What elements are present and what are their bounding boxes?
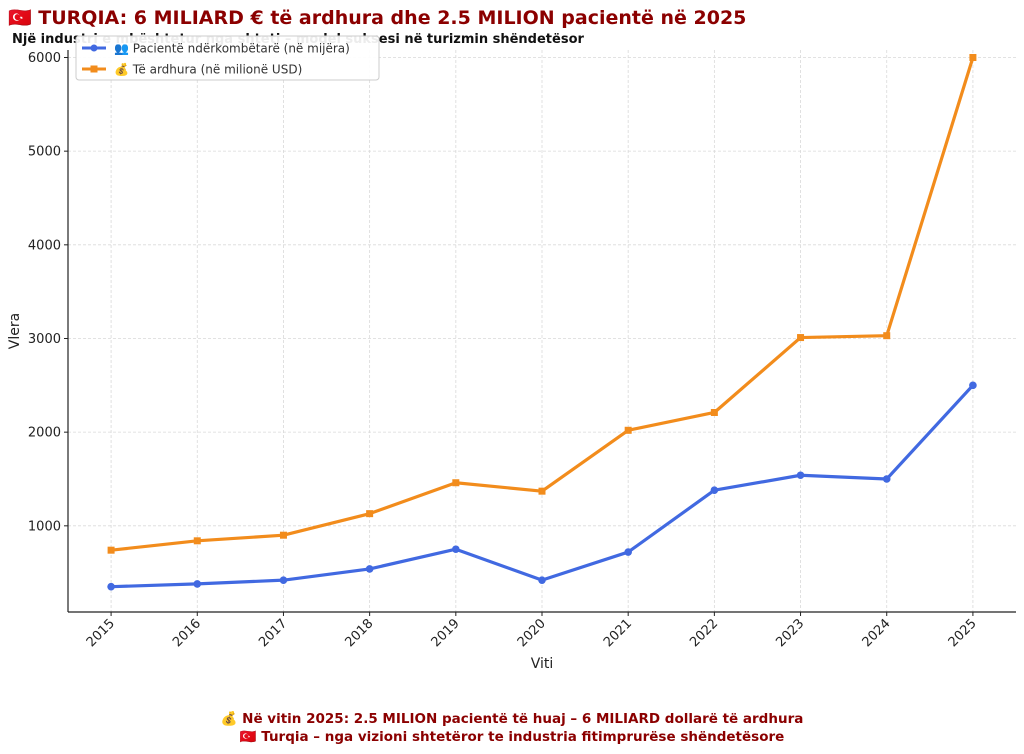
data-point bbox=[279, 531, 287, 539]
data-point bbox=[193, 537, 201, 545]
footer-line-1: 💰 Në vitin 2025: 2.5 MILION pacientë të … bbox=[220, 711, 804, 727]
data-point bbox=[452, 545, 460, 554]
data-point bbox=[538, 576, 546, 584]
data-point bbox=[193, 580, 202, 588]
x-tick-label: 2019 bbox=[429, 616, 463, 650]
legend-label-2: 💰 Të ardhura (në milionë USD) bbox=[114, 63, 302, 77]
legend-label-1: 👥 Pacientë ndërkombëtarë (në mijëra) bbox=[114, 42, 350, 56]
data-point bbox=[969, 53, 977, 61]
x-tick-label: 2025 bbox=[946, 616, 980, 650]
data-point bbox=[365, 565, 374, 573]
legend-box bbox=[75, 35, 380, 81]
data-point bbox=[452, 479, 460, 487]
y-axis-label: Vlera bbox=[7, 313, 23, 349]
y-tick-label: 4000 bbox=[28, 238, 61, 253]
x-tick-label: 2017 bbox=[256, 616, 290, 650]
data-point bbox=[883, 332, 891, 340]
series-layer bbox=[107, 53, 977, 591]
x-axis-label: Viti bbox=[531, 656, 554, 672]
data-point bbox=[538, 487, 546, 495]
data-point bbox=[624, 426, 632, 434]
y-tick-label: 2000 bbox=[28, 426, 61, 441]
x-tick-label: 2015 bbox=[84, 616, 118, 650]
chart-title: 🇹🇷 TURQIA: 6 MILIARD € të ardhura dhe 2.… bbox=[8, 7, 747, 29]
grid bbox=[68, 50, 1016, 612]
legend-marker bbox=[90, 44, 98, 52]
x-tick-label: 2016 bbox=[170, 616, 204, 650]
data-point bbox=[624, 548, 632, 556]
data-point bbox=[107, 546, 115, 554]
x-tick-label: 2024 bbox=[860, 616, 894, 650]
x-tick-label: 2018 bbox=[342, 616, 376, 650]
x-tick-label: 2020 bbox=[515, 616, 549, 650]
data-point bbox=[366, 510, 374, 518]
footer-line-2: 🇹🇷 Turqia – nga vizioni shtetëror te ind… bbox=[239, 729, 785, 745]
data-point bbox=[969, 381, 977, 390]
axes: 1000 2000 3000 4000 5000 6000 2015 2016 2017 2018… bbox=[7, 50, 1016, 672]
legend-marker bbox=[90, 65, 98, 73]
y-tick-label: 3000 bbox=[28, 332, 61, 347]
y-tick-label: 6000 bbox=[28, 51, 61, 66]
data-point bbox=[797, 334, 805, 342]
line-chart: 1000 2000 3000 4000 5000 6000 2015 2016 2017 2018… bbox=[7, 35, 1016, 672]
data-point bbox=[882, 475, 891, 483]
y-tick-label: 1000 bbox=[28, 519, 61, 534]
legend: 👥 Pacientë ndërkombëtarë (në mijëra) 💰 Të… bbox=[75, 35, 380, 81]
data-point bbox=[107, 582, 115, 591]
x-tick-label: 2022 bbox=[687, 616, 721, 650]
x-tick-label: 2023 bbox=[773, 616, 807, 650]
data-point bbox=[710, 408, 718, 416]
data-point bbox=[710, 486, 719, 495]
footer: 💰 Në vitin 2025: 2.5 MILION pacientë të … bbox=[0, 710, 1024, 746]
y-tick-label: 5000 bbox=[28, 145, 61, 160]
data-point bbox=[796, 471, 805, 480]
data-point bbox=[279, 576, 288, 584]
x-tick-label: 2021 bbox=[601, 616, 635, 650]
